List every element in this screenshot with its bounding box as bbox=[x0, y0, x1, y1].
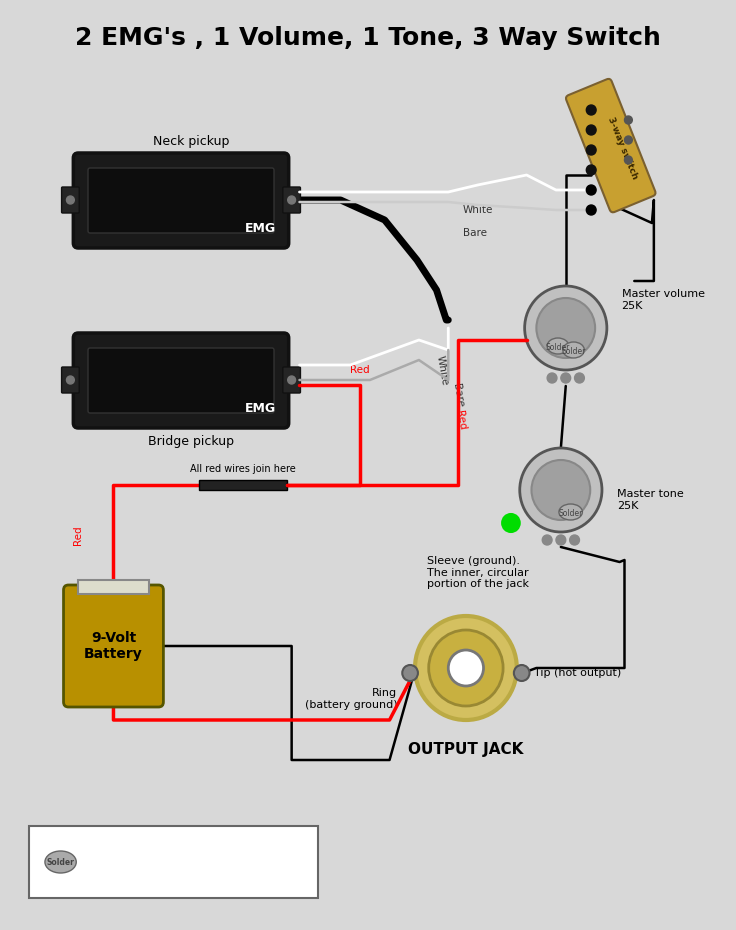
FancyBboxPatch shape bbox=[283, 367, 300, 393]
Circle shape bbox=[587, 205, 596, 215]
Circle shape bbox=[542, 535, 552, 545]
Circle shape bbox=[502, 514, 520, 532]
FancyBboxPatch shape bbox=[63, 585, 163, 707]
FancyBboxPatch shape bbox=[283, 187, 300, 213]
Text: All red wires join here: All red wires join here bbox=[190, 464, 296, 474]
Circle shape bbox=[624, 116, 632, 124]
Text: Master volume
25K: Master volume 25K bbox=[622, 289, 704, 311]
Circle shape bbox=[547, 373, 557, 383]
Text: Bare: Bare bbox=[451, 382, 465, 407]
Text: Tip (hot output): Tip (hot output) bbox=[534, 668, 622, 678]
Circle shape bbox=[520, 448, 602, 532]
Circle shape bbox=[531, 460, 590, 520]
FancyBboxPatch shape bbox=[29, 826, 318, 898]
Circle shape bbox=[66, 376, 74, 384]
Circle shape bbox=[624, 156, 632, 164]
Text: 3-way switch: 3-way switch bbox=[606, 115, 639, 180]
Circle shape bbox=[561, 373, 570, 383]
Circle shape bbox=[587, 185, 596, 195]
Ellipse shape bbox=[559, 504, 582, 520]
Text: Bare: Bare bbox=[463, 228, 487, 238]
Text: Bridge pickup: Bridge pickup bbox=[148, 435, 234, 448]
Text: OUTPUT JACK: OUTPUT JACK bbox=[408, 742, 523, 757]
Bar bbox=[78, 580, 149, 594]
Text: Red: Red bbox=[454, 409, 467, 431]
Circle shape bbox=[66, 196, 74, 204]
Circle shape bbox=[525, 286, 607, 370]
Circle shape bbox=[514, 665, 529, 681]
Circle shape bbox=[570, 535, 579, 545]
Circle shape bbox=[587, 105, 596, 115]
Text: EMG: EMG bbox=[245, 222, 276, 235]
FancyBboxPatch shape bbox=[62, 367, 79, 393]
Text: Solder: Solder bbox=[559, 509, 583, 517]
Circle shape bbox=[575, 373, 584, 383]
Text: Red: Red bbox=[73, 525, 83, 545]
Text: White: White bbox=[463, 205, 493, 215]
FancyBboxPatch shape bbox=[88, 168, 274, 233]
Text: Solder: Solder bbox=[562, 347, 586, 355]
Text: Sleeve (ground).
The inner, circular
portion of the jack: Sleeve (ground). The inner, circular por… bbox=[427, 556, 528, 590]
FancyBboxPatch shape bbox=[566, 79, 656, 212]
Circle shape bbox=[537, 298, 595, 358]
Circle shape bbox=[556, 535, 566, 545]
Ellipse shape bbox=[45, 851, 77, 873]
Ellipse shape bbox=[563, 342, 584, 358]
Circle shape bbox=[415, 616, 517, 720]
Text: EMG: EMG bbox=[245, 402, 276, 415]
Circle shape bbox=[403, 665, 418, 681]
Circle shape bbox=[587, 125, 596, 135]
Circle shape bbox=[288, 196, 296, 204]
Circle shape bbox=[448, 650, 484, 686]
Circle shape bbox=[587, 145, 596, 155]
Circle shape bbox=[428, 630, 503, 706]
Text: Solder: Solder bbox=[545, 342, 570, 352]
Ellipse shape bbox=[547, 338, 569, 354]
Text: = location for ground
(earth) connections.: = location for ground (earth) connection… bbox=[83, 844, 209, 872]
Text: 9-Volt
Battery: 9-Volt Battery bbox=[84, 631, 143, 661]
Circle shape bbox=[624, 136, 632, 144]
Circle shape bbox=[587, 165, 596, 175]
FancyBboxPatch shape bbox=[88, 348, 274, 413]
Text: Solder: Solder bbox=[46, 857, 74, 867]
Text: White: White bbox=[434, 354, 450, 386]
Bar bbox=[199, 480, 287, 490]
Text: Neck pickup: Neck pickup bbox=[152, 135, 229, 148]
Text: Red: Red bbox=[350, 365, 370, 375]
Text: 2 EMG's , 1 Volume, 1 Tone, 3 Way Switch: 2 EMG's , 1 Volume, 1 Tone, 3 Way Switch bbox=[75, 26, 661, 50]
Text: Ring
(battery ground): Ring (battery ground) bbox=[305, 688, 397, 710]
FancyBboxPatch shape bbox=[74, 333, 289, 428]
FancyBboxPatch shape bbox=[62, 187, 79, 213]
Text: Master tone
25K: Master tone 25K bbox=[617, 489, 684, 511]
Circle shape bbox=[288, 376, 296, 384]
FancyBboxPatch shape bbox=[74, 153, 289, 248]
